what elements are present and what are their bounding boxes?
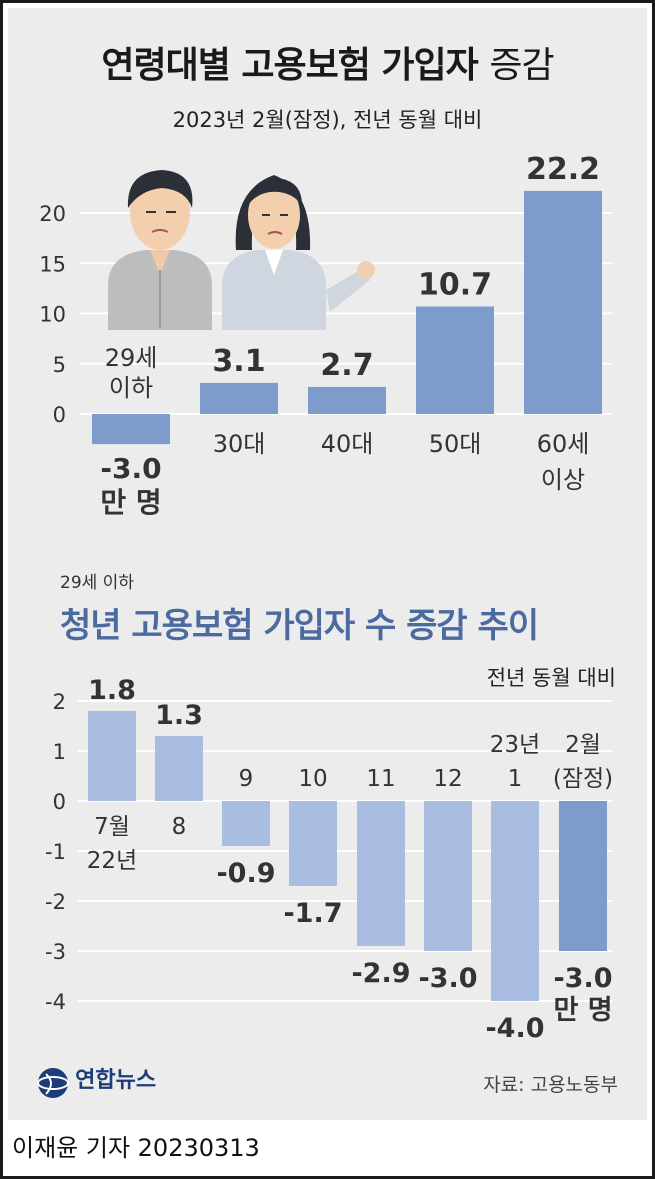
chart2-value-label: -3.0 bbox=[418, 963, 477, 994]
trend-supertitle: 29세 이하 bbox=[60, 573, 134, 593]
chart1-category-label: 60세 이상 bbox=[537, 430, 590, 494]
chart1-bars bbox=[92, 190, 602, 445]
young-man-icon bbox=[108, 170, 212, 330]
chart1-bar bbox=[200, 382, 278, 414]
chart2-bar bbox=[357, 801, 405, 946]
chart2-category-label: 23년 1 bbox=[490, 732, 540, 792]
chart2-category-label: 10 bbox=[298, 766, 327, 792]
yonhap-logo: 연합뉴스 bbox=[36, 1062, 156, 1100]
chart1-value-label: 10.7 bbox=[418, 267, 492, 302]
chart1-y-tick-label: 10 bbox=[39, 303, 66, 327]
chart2-category-label: 9 bbox=[239, 766, 254, 792]
chart2-y-tick-label: -4 bbox=[45, 990, 66, 1014]
chart1-y-ticks: 0 5 10 15 20 bbox=[39, 202, 66, 427]
page-title: 연령대별 고용보험 가입자 증감 bbox=[0, 36, 655, 88]
chart2-value-labels: 1.8 1.3 -0.9 -1.7 -2.9 -3.0 -4.0 -3.0 만 명 bbox=[88, 675, 612, 1044]
chart2-bar bbox=[222, 801, 270, 846]
chart1-bar bbox=[416, 306, 494, 414]
chart2-y-tick-label: 0 bbox=[53, 790, 66, 814]
chart1-y-tick-label: 20 bbox=[39, 202, 66, 226]
chart2-category-label: 2월 (잠정) bbox=[553, 732, 613, 792]
chart1-value-label: -3.0 만 명 bbox=[100, 452, 161, 519]
byline: 이재윤 기자 20230313 bbox=[12, 1134, 260, 1162]
chart2-value-label: -4.0 bbox=[485, 1013, 544, 1044]
chart1-category-labels: 29세 이하 30대 40대 50대 60세 이상 bbox=[105, 344, 590, 494]
chart2-value-label: 1.3 bbox=[155, 700, 203, 731]
chart2-y-tick-label: -3 bbox=[45, 940, 66, 964]
chart2-value-label: -0.9 bbox=[216, 858, 275, 889]
chart1-y-tick-label: 0 bbox=[53, 403, 66, 427]
chart2-bars bbox=[88, 711, 607, 1001]
chart2-bar bbox=[559, 801, 607, 951]
chart2-y-tick-label: -1 bbox=[45, 840, 66, 864]
chart2-value-label: -1.7 bbox=[283, 898, 342, 929]
title-main: 연령대별 고용보험 가입자 bbox=[101, 45, 478, 86]
chart1-value-label: 22.2 bbox=[526, 152, 600, 187]
chart1-category-label: 29세 이하 bbox=[105, 344, 158, 402]
chart1-value-label: 3.1 bbox=[212, 344, 265, 379]
chart2-bar bbox=[491, 801, 539, 1001]
chart1-category-label: 40대 bbox=[321, 430, 374, 458]
chart1-y-tick-label: 15 bbox=[39, 252, 66, 276]
chart2-value-label: 1.8 bbox=[88, 675, 136, 706]
young-woman-icon bbox=[222, 175, 375, 330]
chart1-bar bbox=[92, 414, 170, 445]
chart2-category-labels: 7월 22년 8 9 10 11 12 23년 1 2월 (잠정) bbox=[87, 732, 613, 874]
chart1-bar bbox=[308, 386, 386, 414]
people-illustration bbox=[108, 170, 375, 330]
trend-basis-note: 전년 동월 대비 bbox=[486, 666, 616, 690]
chart2-category-label: 8 bbox=[172, 814, 187, 840]
chart2-bar bbox=[289, 801, 337, 886]
chart2-category-label: 12 bbox=[433, 766, 462, 792]
trend-title: 청년 고용보험 가입자 수 증감 추이 bbox=[60, 606, 539, 646]
chart2-value-label: -2.9 bbox=[351, 958, 410, 989]
chart1-bar bbox=[524, 190, 602, 414]
chart2-bar bbox=[424, 801, 472, 951]
logo-text: 연합뉴스 bbox=[75, 1068, 157, 1093]
chart1-value-labels: -3.0 만 명 3.1 2.7 10.7 22.2 bbox=[100, 152, 600, 519]
yonhap-globe-icon bbox=[37, 1067, 69, 1098]
chart2-bar bbox=[88, 711, 136, 801]
chart2-y-tick-label: -2 bbox=[45, 890, 66, 914]
chart1-y-tick-label: 5 bbox=[53, 353, 66, 377]
title-suffix: 증감 bbox=[489, 45, 554, 86]
chart2-bar bbox=[155, 736, 203, 801]
chart1-category-label: 30대 bbox=[213, 430, 266, 458]
chart1-value-label: 2.7 bbox=[320, 348, 373, 383]
chart1-category-label: 50대 bbox=[429, 430, 482, 458]
subtitle: 2023년 2월(잠정), 전년 동월 대비 bbox=[172, 108, 483, 132]
chart2-y-ticks: 2 1 0 -1 -2 -3 -4 bbox=[45, 690, 66, 1014]
chart2-y-tick-label: 2 bbox=[53, 690, 66, 714]
chart2-category-label: 7월 22년 bbox=[87, 814, 137, 874]
chart2-y-tick-label: 1 bbox=[53, 740, 66, 764]
source-note: 자료: 고용노동부 bbox=[483, 1074, 618, 1096]
chart2-category-label: 11 bbox=[366, 766, 395, 792]
chart2-value-label: -3.0 만 명 bbox=[553, 963, 612, 1026]
